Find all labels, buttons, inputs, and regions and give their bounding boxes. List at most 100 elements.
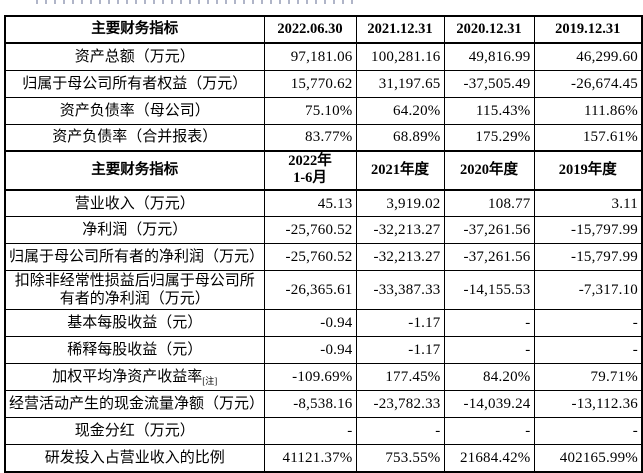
clipped-text-fragment xyxy=(36,0,360,4)
indicator-label: 扣除非经常性损益后归属于母公司所 有者的净利润（万元） xyxy=(4,270,265,311)
value-cell: 175.29% xyxy=(443,123,535,152)
indicator-label: 现金分红（万元） xyxy=(4,417,265,446)
financial-indicators-table: 主要财务指标 2022.06.30 2021.12.31 2020.12.31 … xyxy=(4,15,643,473)
value-cell: 46,299.60 xyxy=(533,42,643,71)
value-cell: -15,797.99 xyxy=(533,216,643,245)
indicator-label: 净利润（万元） xyxy=(4,216,265,245)
value-cell: 157.61% xyxy=(533,123,643,152)
value-cell: 97,181.06 xyxy=(263,42,357,71)
value-cell: 177.45% xyxy=(355,363,445,392)
footnote-marker: [注] xyxy=(202,375,218,386)
value-cell: -37,261.56 xyxy=(443,243,535,272)
column-header-indicator: 主要财务指标 xyxy=(4,150,265,191)
value-cell: -32,213.27 xyxy=(355,243,445,272)
value-cell: - xyxy=(533,417,643,446)
table-row-net-profit: 净利润（万元） -25,760.52 -32,213.27 -37,261.56… xyxy=(4,216,643,245)
value-cell: -32,213.27 xyxy=(355,216,445,245)
table-row-weighted-roe: 加权平均净资产收益率[注] -109.69% 177.45% 84.20% 79… xyxy=(4,363,643,392)
value-cell: -33,387.33 xyxy=(355,270,445,311)
value-cell: -8,538.16 xyxy=(263,390,357,419)
value-cell: 49,816.99 xyxy=(443,42,535,71)
value-cell: -0.94 xyxy=(263,309,357,338)
value-cell: -7,317.10 xyxy=(533,270,643,311)
indicator-label: 营业收入（万元） xyxy=(4,189,265,218)
column-header-date-2021: 2021.12.31 xyxy=(355,15,445,44)
table-row-net-profit-deducted: 扣除非经常性损益后归属于母公司所 有者的净利润（万元） -26,365.61 -… xyxy=(4,270,643,311)
value-cell: 84.20% xyxy=(443,363,535,392)
column-header-date-2022: 2022.06.30 xyxy=(263,15,357,44)
value-cell: -0.94 xyxy=(263,336,357,365)
value-cell: 111.86% xyxy=(533,96,643,125)
value-cell: 100,281.16 xyxy=(355,42,445,71)
table-row-debt-ratio-consolidated: 资产负债率（合并报表） 83.77% 68.89% 175.29% 157.61… xyxy=(4,123,643,152)
value-cell: 41121.37% xyxy=(263,444,357,473)
table-header-row-periods: 主要财务指标 2022年 1-6月 2021年度 2020年度 2019年度 xyxy=(4,150,643,191)
table-row-revenue: 营业收入（万元） 45.13 3,919.02 108.77 3.11 xyxy=(4,189,643,218)
value-cell: 108.77 xyxy=(443,189,535,218)
value-cell: 15,770.62 xyxy=(263,69,357,98)
value-cell: -13,112.36 xyxy=(533,390,643,419)
value-cell: 3,919.02 xyxy=(355,189,445,218)
table-row-net-profit-parent: 归属于母公司所有者的净利润（万元） -25,760.52 -32,213.27 … xyxy=(4,243,643,272)
value-cell: -26,674.45 xyxy=(533,69,643,98)
value-cell: 45.13 xyxy=(263,189,357,218)
table-row-rd-ratio: 研发投入占营业收入的比例 41121.37% 753.55% 21684.42%… xyxy=(4,444,643,473)
value-cell: -15,797.99 xyxy=(533,243,643,272)
table-row-debt-ratio-parent: 资产负债率（母公司） 75.10% 64.20% 115.43% 111.86% xyxy=(4,96,643,125)
value-cell: -26,365.61 xyxy=(263,270,357,311)
column-header-period-2020: 2020年度 xyxy=(443,150,535,191)
value-cell: - xyxy=(533,336,643,365)
value-cell: 68.89% xyxy=(355,123,445,152)
indicator-label: 基本每股收益（元） xyxy=(4,309,265,338)
column-header-indicator: 主要财务指标 xyxy=(4,15,265,44)
table-row-basic-eps: 基本每股收益（元） -0.94 -1.17 - - xyxy=(4,309,643,338)
indicator-label: 归属于母公司所有者权益（万元） xyxy=(4,69,265,98)
value-cell: -14,039.24 xyxy=(443,390,535,419)
indicator-label: 资产负债率（母公司） xyxy=(4,96,265,125)
value-cell: - xyxy=(443,309,535,338)
value-cell: -25,760.52 xyxy=(263,216,357,245)
column-header-period-2019: 2019年度 xyxy=(533,150,643,191)
value-cell: - xyxy=(533,309,643,338)
value-cell: -37,261.56 xyxy=(443,216,535,245)
table-header-row-dates: 主要财务指标 2022.06.30 2021.12.31 2020.12.31 … xyxy=(4,15,643,44)
value-cell: -1.17 xyxy=(355,336,445,365)
value-cell: 75.10% xyxy=(263,96,357,125)
table-row-cash-dividend: 现金分红（万元） - - - - xyxy=(4,417,643,446)
value-cell: - xyxy=(263,417,357,446)
value-cell: -37,505.49 xyxy=(443,69,535,98)
table-row-parent-equity: 归属于母公司所有者权益（万元） 15,770.62 31,197.65 -37,… xyxy=(4,69,643,98)
value-cell: 753.55% xyxy=(355,444,445,473)
indicator-label-text: 加权平均净资产收益率 xyxy=(52,368,203,385)
indicator-label: 资产总额（万元） xyxy=(4,42,265,71)
indicator-label: 稀释每股收益（元） xyxy=(4,336,265,365)
indicator-label: 经营活动产生的现金流量净额（万元） xyxy=(4,390,265,419)
value-cell: -14,155.53 xyxy=(443,270,535,311)
column-header-date-2020: 2020.12.31 xyxy=(443,15,535,44)
value-cell: 79.71% xyxy=(533,363,643,392)
indicator-label: 加权平均净资产收益率[注] xyxy=(4,363,265,392)
table-row-operating-cash-flow: 经营活动产生的现金流量净额（万元） -8,538.16 -23,782.33 -… xyxy=(4,390,643,419)
value-cell: -109.69% xyxy=(263,363,357,392)
value-cell: 21684.42% xyxy=(443,444,535,473)
indicator-label: 研发投入占营业收入的比例 xyxy=(4,444,265,473)
indicator-label: 归属于母公司所有者的净利润（万元） xyxy=(4,243,265,272)
value-cell: -1.17 xyxy=(355,309,445,338)
column-header-period-2021: 2021年度 xyxy=(355,150,445,191)
table-row-total-assets: 资产总额（万元） 97,181.06 100,281.16 49,816.99 … xyxy=(4,42,643,71)
value-cell: -25,760.52 xyxy=(263,243,357,272)
value-cell: - xyxy=(355,417,445,446)
value-cell: 402165.99% xyxy=(533,444,643,473)
table-row-diluted-eps: 稀释每股收益（元） -0.94 -1.17 - - xyxy=(4,336,643,365)
value-cell: - xyxy=(443,336,535,365)
value-cell: 115.43% xyxy=(443,96,535,125)
value-cell: 83.77% xyxy=(263,123,357,152)
column-header-date-2019: 2019.12.31 xyxy=(533,15,643,44)
column-header-period-2022h1: 2022年 1-6月 xyxy=(263,150,357,191)
value-cell: -23,782.33 xyxy=(355,390,445,419)
value-cell: 31,197.65 xyxy=(355,69,445,98)
value-cell: 3.11 xyxy=(533,189,643,218)
value-cell: 64.20% xyxy=(355,96,445,125)
value-cell: - xyxy=(443,417,535,446)
